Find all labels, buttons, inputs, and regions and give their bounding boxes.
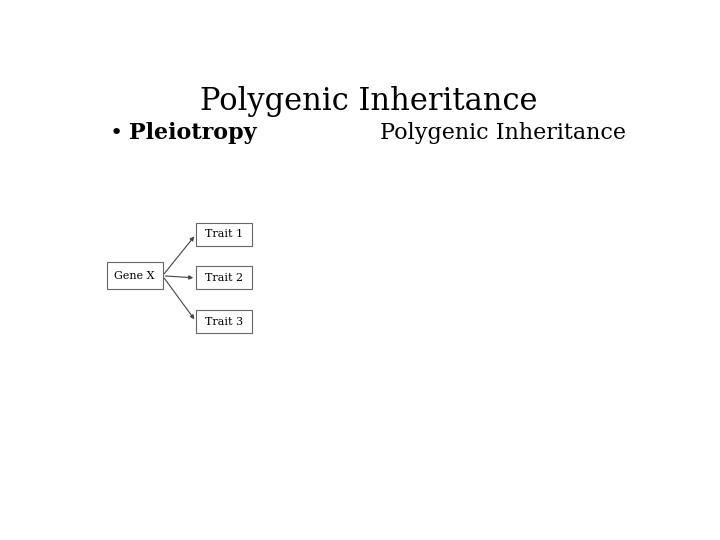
Bar [107, 262, 163, 289]
Text: Trait 1: Trait 1 [205, 230, 243, 239]
Text: Polygenic Inheritance: Polygenic Inheritance [200, 85, 538, 117]
Text: Pleiotropy: Pleiotropy [129, 123, 257, 144]
Bar [196, 223, 252, 246]
Text: Gene X: Gene X [114, 271, 155, 281]
Text: Polygenic Inheritance: Polygenic Inheritance [380, 123, 626, 144]
Text: Trait 3: Trait 3 [205, 316, 243, 327]
Text: Trait 2: Trait 2 [205, 273, 243, 283]
Bar [196, 310, 252, 333]
Bar [196, 266, 252, 289]
Text: •: • [109, 124, 123, 144]
